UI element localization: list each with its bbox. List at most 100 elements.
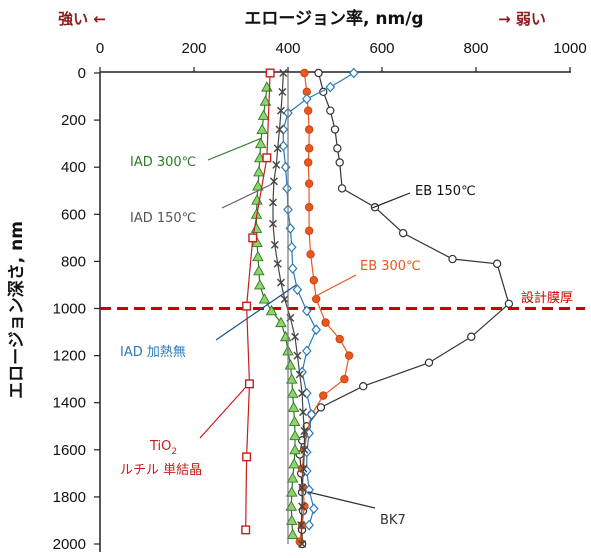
data-point xyxy=(359,382,368,391)
data-point xyxy=(304,158,313,167)
data-point xyxy=(309,276,319,285)
data-point xyxy=(298,502,307,511)
data-point xyxy=(259,95,272,106)
data-point xyxy=(330,125,340,134)
data-point xyxy=(314,68,323,78)
y-axis-label: エロージョン深さ, nm xyxy=(6,221,27,399)
y-tick-label: 1000 xyxy=(53,301,86,318)
data-point xyxy=(304,106,313,115)
data-point xyxy=(252,250,264,262)
series-iad-150 xyxy=(268,69,309,548)
iad150-pointer xyxy=(221,184,271,209)
data-point xyxy=(301,93,312,105)
data-point xyxy=(316,403,326,412)
data-point xyxy=(291,332,300,341)
data-point xyxy=(242,301,252,311)
data-point xyxy=(301,305,312,317)
data-point xyxy=(301,387,312,399)
data-point xyxy=(287,401,300,412)
data-point xyxy=(262,153,272,163)
axes: 0 200 400 600 800 1000 0 200 400 600 800 1000 1200 14… xyxy=(53,40,587,553)
data-point xyxy=(257,109,270,120)
data-point xyxy=(325,81,336,93)
data-point xyxy=(298,483,307,492)
data-point xyxy=(304,125,314,134)
data-point xyxy=(348,67,359,79)
data-point xyxy=(344,351,354,360)
data-point xyxy=(286,387,299,398)
y-tick-label: 1800 xyxy=(53,489,86,506)
data-point xyxy=(268,198,277,207)
weak-direction-label: → 弱い xyxy=(498,10,546,28)
data-point xyxy=(448,254,457,264)
data-point xyxy=(309,503,319,515)
data-point xyxy=(299,408,308,417)
data-point xyxy=(253,264,265,276)
data-point xyxy=(285,514,298,525)
data-point xyxy=(286,528,299,540)
data-point xyxy=(285,500,298,511)
data-point xyxy=(299,464,308,473)
tio2-formula: TiO xyxy=(149,439,171,454)
data-point xyxy=(275,125,284,134)
x-tick-label: 1000 xyxy=(553,40,586,57)
data-point xyxy=(292,284,303,296)
series-tio xyxy=(241,68,275,535)
data-point xyxy=(300,445,309,454)
y-tick-label: 200 xyxy=(61,112,86,129)
data-point xyxy=(289,443,301,455)
data-point xyxy=(398,228,408,238)
data-point xyxy=(276,106,285,115)
data-point xyxy=(288,415,301,426)
data-point xyxy=(250,222,263,233)
tio2-subscript: 2 xyxy=(171,447,177,457)
data-point xyxy=(273,144,282,153)
data-point xyxy=(304,427,314,439)
data-point xyxy=(424,358,434,367)
x-tick-label: 0 xyxy=(96,40,104,57)
data-point xyxy=(340,374,349,384)
data-point xyxy=(261,81,273,92)
y-tick-label: 600 xyxy=(61,206,86,223)
data-point xyxy=(280,295,289,304)
data-point xyxy=(300,426,309,435)
data-point xyxy=(252,180,264,191)
data-point xyxy=(254,151,266,163)
data-point xyxy=(304,519,314,531)
data-point xyxy=(304,484,314,496)
data-point xyxy=(300,68,309,78)
data-point xyxy=(289,429,301,441)
y-tick-label: 1600 xyxy=(53,442,86,459)
data-point xyxy=(284,359,297,370)
data-point xyxy=(504,299,514,308)
strong-direction-label: 強い ← xyxy=(58,10,106,28)
tio2-pointer xyxy=(199,387,246,439)
iadnoheat-label: IAD 加熱無 xyxy=(120,345,186,360)
data-point xyxy=(241,525,251,535)
bk7-pointer xyxy=(307,491,376,509)
y-tick-label: 400 xyxy=(61,159,86,176)
data-point xyxy=(326,106,335,115)
y-tick-label: 800 xyxy=(61,253,86,270)
bk7-label: BK7 xyxy=(380,513,406,528)
data-point xyxy=(297,521,306,530)
y-tick-label: 1400 xyxy=(53,395,86,412)
data-point xyxy=(301,345,312,357)
x-tick-label: 800 xyxy=(463,40,488,57)
data-point xyxy=(268,219,277,228)
iadnoheat-pointer xyxy=(215,284,297,341)
annotations: IAD 300℃ IAD 150℃ EB 150℃ EB 300℃ 設計膜厚 I… xyxy=(120,137,573,528)
data-point xyxy=(298,540,307,548)
data-point xyxy=(311,324,322,336)
data-point xyxy=(287,263,298,274)
data-point xyxy=(282,182,292,194)
data-point xyxy=(321,318,330,327)
data-point xyxy=(279,330,292,342)
y-tick-label: 0 xyxy=(78,65,86,82)
data-point xyxy=(258,293,271,304)
data-point xyxy=(272,160,281,169)
data-point xyxy=(265,68,275,78)
data-point xyxy=(286,472,299,483)
tio2-label: TiO2 xyxy=(149,439,177,457)
